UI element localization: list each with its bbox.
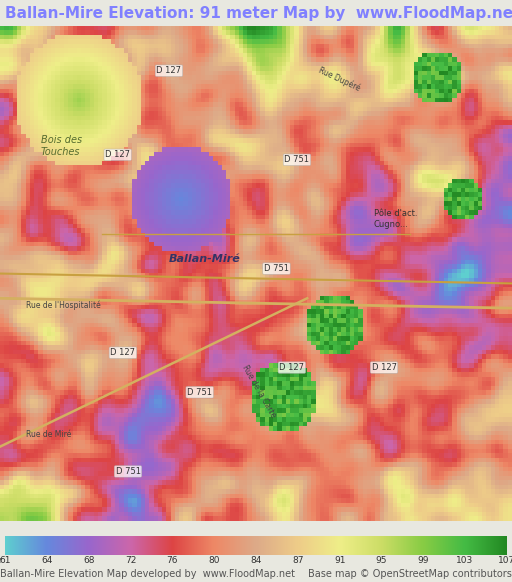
- Text: 76: 76: [166, 556, 178, 565]
- Text: 95: 95: [376, 556, 387, 565]
- Text: 84: 84: [250, 556, 262, 565]
- Text: D 127: D 127: [157, 66, 181, 75]
- Text: 103: 103: [456, 556, 474, 565]
- Text: 61: 61: [0, 556, 11, 565]
- Text: D 127: D 127: [105, 150, 130, 159]
- Text: D 127: D 127: [111, 348, 135, 357]
- Text: D 751: D 751: [187, 388, 212, 397]
- Text: 87: 87: [292, 556, 304, 565]
- Text: Rue de l'Hospitalité: Rue de l'Hospitalité: [26, 301, 100, 310]
- Text: Bois des
Touches: Bois des Touches: [41, 135, 82, 157]
- Text: 68: 68: [83, 556, 95, 565]
- Text: Rue de Miré: Rue de Miré: [26, 430, 71, 439]
- Text: meter: meter: [0, 556, 3, 565]
- Text: 91: 91: [334, 556, 346, 565]
- Text: Ballan-Miré: Ballan-Miré: [169, 254, 241, 264]
- Text: D 127: D 127: [280, 363, 304, 372]
- Text: Pôle d'act.
Cugno...: Pôle d'act. Cugno...: [374, 210, 417, 229]
- Text: Rue Dupéré: Rue Dupéré: [317, 65, 362, 93]
- Text: Ballan-Mire Elevation Map developed by  www.FloodMap.net: Ballan-Mire Elevation Map developed by w…: [0, 569, 295, 579]
- Text: 72: 72: [125, 556, 136, 565]
- Text: Ballan-Mire Elevation: 91 meter Map by  www.FloodMap.net (beta): Ballan-Mire Elevation: 91 meter Map by w…: [5, 6, 512, 20]
- Text: Rue de la Carte: Rue de la Carte: [241, 363, 278, 419]
- Text: 99: 99: [417, 556, 429, 565]
- Text: D 751: D 751: [285, 155, 309, 164]
- Text: D 751: D 751: [116, 467, 140, 476]
- Text: 64: 64: [41, 556, 53, 565]
- Text: 80: 80: [208, 556, 220, 565]
- Text: Base map © OpenStreetMap contributors: Base map © OpenStreetMap contributors: [308, 569, 512, 579]
- Text: 107: 107: [498, 556, 512, 565]
- Text: D 751: D 751: [264, 264, 289, 273]
- Text: D 127: D 127: [372, 363, 396, 372]
